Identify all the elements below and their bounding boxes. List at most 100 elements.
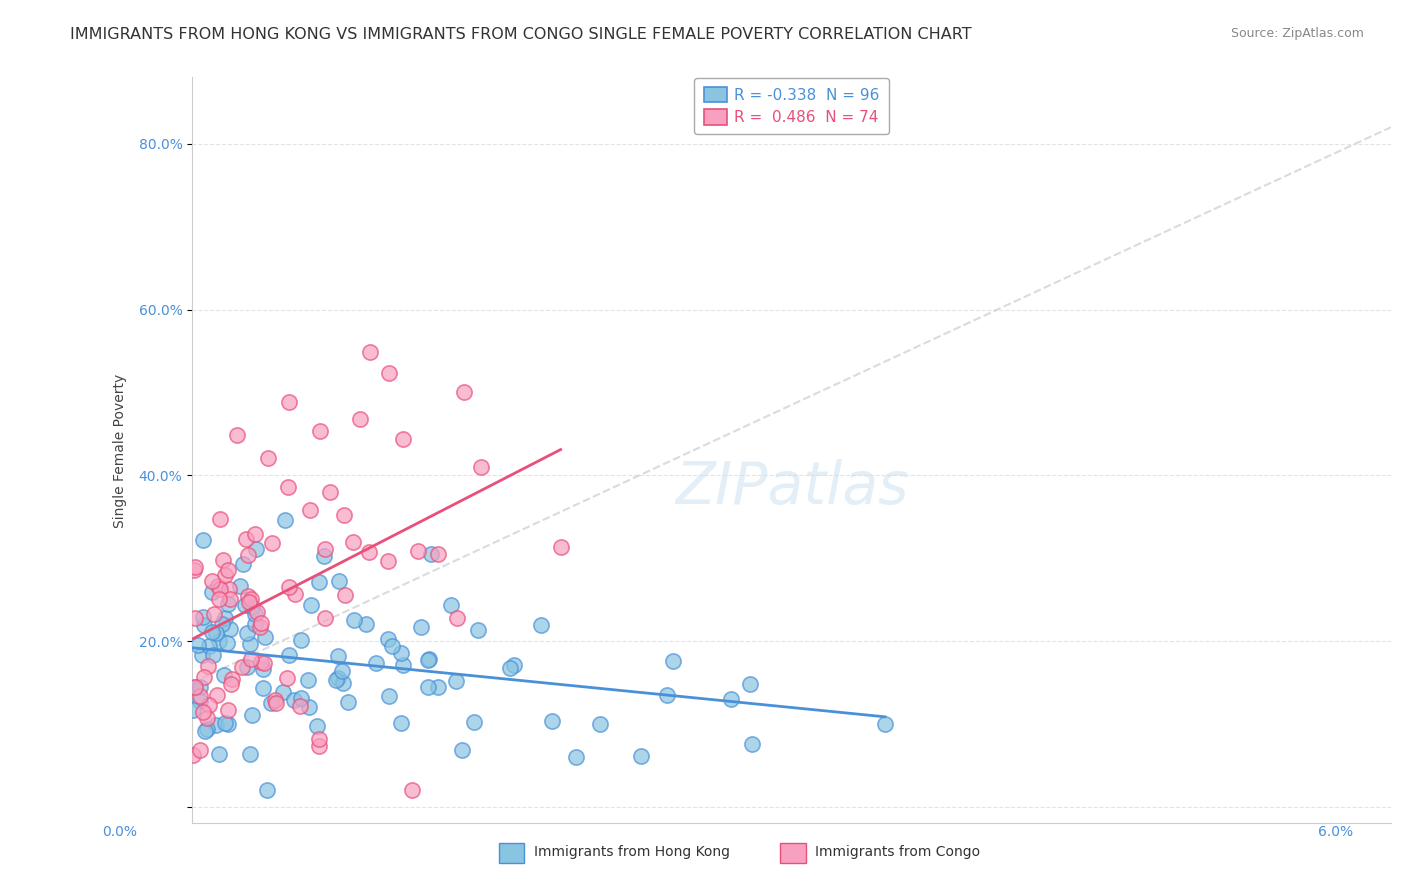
Point [453, 384, 475, 399]
Point [308, 731, 330, 746]
Point [720, 692, 742, 706]
Point [239, 747, 262, 762]
Point [342, 535, 364, 549]
Point [314, 541, 336, 556]
Point [873, 716, 896, 731]
Point [200, 574, 222, 589]
Point [193, 724, 215, 739]
Point [249, 620, 271, 634]
Point [218, 592, 240, 607]
Point [191, 610, 214, 624]
Point [349, 412, 371, 426]
Point [260, 536, 283, 550]
Text: IMMIGRANTS FROM HONG KONG VS IMMIGRANTS FROM CONGO SINGLE FEMALE POVERTY CORRELA: IMMIGRANTS FROM HONG KONG VS IMMIGRANTS … [70, 27, 972, 42]
Point [240, 599, 263, 614]
Point [252, 681, 274, 696]
Point [243, 527, 266, 541]
Text: Immigrants from Congo: Immigrants from Congo [815, 845, 980, 859]
Point [463, 715, 485, 730]
Text: Source: ZipAtlas.com: Source: ZipAtlas.com [1230, 27, 1364, 40]
Point [217, 597, 239, 611]
Point [190, 648, 212, 663]
Point [470, 460, 492, 475]
Point [197, 639, 219, 653]
Point [225, 427, 247, 442]
Point [276, 671, 298, 685]
Point [207, 579, 229, 593]
Point [377, 554, 399, 568]
Point [378, 690, 401, 704]
Point [446, 674, 468, 689]
Point [243, 617, 266, 632]
Point [381, 639, 404, 653]
Point [467, 623, 489, 637]
Point [219, 622, 242, 636]
Point [419, 547, 441, 561]
Point [451, 743, 474, 757]
Point [236, 626, 259, 640]
Point [195, 722, 218, 736]
Point [416, 652, 439, 666]
Point [208, 591, 231, 606]
Text: ZIPatlas: ZIPatlas [675, 459, 908, 516]
Point [217, 563, 239, 577]
Point [307, 719, 329, 733]
Point [550, 540, 572, 554]
Point [357, 545, 380, 559]
Point [290, 690, 312, 705]
Point [254, 631, 277, 645]
Point [401, 783, 423, 797]
Point [257, 451, 280, 466]
Point [214, 568, 236, 582]
Point [335, 589, 357, 603]
Point [389, 647, 412, 661]
Point [208, 747, 231, 761]
Point [283, 693, 305, 707]
Point [325, 673, 347, 687]
Point [215, 636, 238, 650]
Point [308, 739, 330, 753]
Point [741, 737, 763, 751]
Point [271, 685, 294, 699]
Point [290, 632, 312, 647]
Point [278, 580, 301, 594]
Point [193, 617, 215, 632]
Point [219, 677, 242, 691]
Point [195, 711, 218, 725]
Point [299, 598, 322, 612]
Point [221, 672, 243, 686]
Point [193, 670, 215, 684]
Point [214, 611, 236, 625]
Point [657, 689, 679, 703]
Point [229, 579, 252, 593]
Point [740, 677, 762, 691]
Point [330, 664, 353, 678]
Text: Immigrants from Hong Kong: Immigrants from Hong Kong [534, 845, 730, 859]
Point [409, 620, 432, 634]
Point [277, 480, 299, 494]
Point [662, 654, 685, 668]
Point [326, 648, 349, 663]
Point [233, 598, 256, 612]
Point [217, 703, 239, 717]
Point [288, 698, 311, 713]
Point [201, 648, 224, 663]
Point [183, 559, 205, 574]
Point [218, 582, 240, 596]
Point [205, 718, 228, 732]
Point [366, 656, 388, 670]
Point [389, 715, 412, 730]
Point [217, 717, 239, 731]
Point [377, 632, 399, 647]
Point [260, 696, 283, 710]
Point [343, 614, 366, 628]
Point [298, 503, 321, 517]
Point [205, 688, 228, 702]
Point [312, 549, 335, 563]
Point [191, 705, 214, 719]
Point [426, 681, 449, 695]
Point [236, 548, 259, 562]
Point [184, 681, 207, 695]
Point [314, 611, 336, 625]
Point [181, 703, 204, 717]
